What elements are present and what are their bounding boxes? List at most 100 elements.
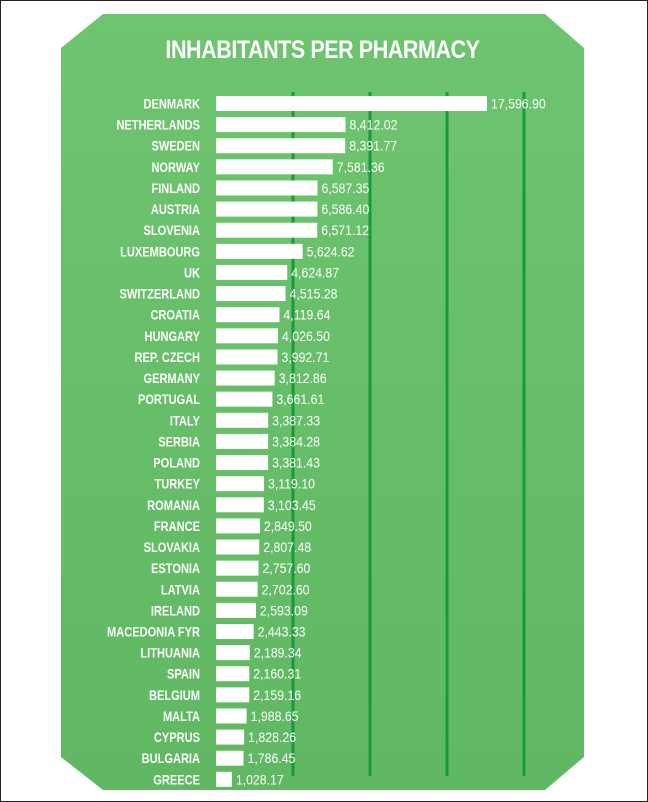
- bar: [216, 476, 265, 492]
- category-label: LATVIA: [161, 582, 200, 597]
- value-label: 3,103.45: [268, 497, 316, 513]
- value-label: 4,624.87: [291, 265, 339, 281]
- category-label: LUXEMBOURG: [120, 244, 200, 259]
- category-label: NETHERLANDS: [116, 118, 200, 133]
- category-label: DENMARK: [143, 96, 200, 111]
- bar: [216, 222, 318, 238]
- category-label: SERBIA: [158, 434, 200, 449]
- value-label: 2,702.60: [262, 582, 310, 598]
- value-label: 2,189.34: [254, 645, 302, 661]
- bar: [216, 307, 280, 323]
- category-label: NORWAY: [151, 160, 200, 175]
- category-labels: DENMARK NETHERLANDS SWEDEN NORWAY FINLAND AUS…: [107, 96, 201, 787]
- value-label: 2,849.50: [264, 518, 312, 534]
- bar: [216, 539, 260, 555]
- bar: [216, 581, 258, 597]
- category-label: BELGIUM: [149, 688, 200, 703]
- value-label: 7,581.36: [337, 159, 385, 175]
- value-label: 3,812.86: [279, 370, 327, 386]
- bar: [216, 729, 245, 745]
- bar: [216, 328, 279, 344]
- bar: [216, 96, 487, 111]
- value-label: 2,159.16: [253, 687, 301, 703]
- value-label: 6,571.12: [321, 222, 369, 238]
- category-label: PORTUGAL: [138, 392, 200, 407]
- bar: [216, 455, 269, 471]
- category-label: CYPRUS: [154, 730, 200, 745]
- bars: [216, 96, 487, 787]
- bar: [216, 687, 250, 703]
- value-label: 1,988.65: [251, 708, 299, 724]
- category-label: SLOVENIA: [143, 223, 200, 238]
- bar: [216, 117, 346, 133]
- category-label: ROMANIA: [147, 498, 200, 513]
- category-label: ESTONIA: [151, 561, 200, 576]
- category-label: GREECE: [153, 772, 200, 787]
- value-label: 4,119.64: [283, 307, 330, 323]
- bar: [216, 750, 244, 766]
- value-label: 4,026.50: [282, 328, 330, 344]
- bar: [216, 624, 254, 639]
- bar: [216, 645, 250, 661]
- bar: [216, 666, 250, 682]
- category-label: SWEDEN: [151, 139, 200, 154]
- bar: [216, 264, 288, 280]
- category-label: CROATIA: [150, 308, 200, 323]
- category-label: FRANCE: [154, 519, 200, 534]
- value-label: 1,828.26: [248, 729, 296, 745]
- value-labels: 17,596.90 8,412.02 8,391.77 7,581.36 6,587.3…: [236, 96, 546, 788]
- value-label: 3,387.33: [272, 413, 320, 429]
- bar: [216, 159, 333, 175]
- value-label: 6,587.35: [321, 180, 369, 196]
- bar: [216, 201, 318, 217]
- bar: [216, 433, 269, 449]
- value-label: 8,412.02: [350, 117, 398, 133]
- value-label: 3,381.43: [272, 455, 320, 471]
- category-label: IRELAND: [151, 603, 200, 618]
- value-label: 3,992.71: [281, 349, 329, 365]
- value-label: 3,661.61: [276, 391, 324, 407]
- value-label: 1,028.17: [236, 772, 284, 788]
- bar: [216, 602, 256, 618]
- value-label: 3,384.28: [272, 434, 320, 450]
- bar: [216, 497, 264, 513]
- bar: [216, 286, 286, 302]
- bar: [216, 771, 232, 787]
- category-label: AUSTRIA: [151, 202, 200, 217]
- value-label: 2,160.31: [253, 666, 301, 682]
- category-label: MACEDONIA FYR: [107, 624, 200, 639]
- category-label: FINLAND: [151, 181, 200, 196]
- card-background: [61, 14, 584, 790]
- bar: [216, 180, 318, 196]
- category-label: SLOVAKIA: [144, 540, 200, 555]
- value-label: 6,586.40: [321, 201, 369, 217]
- category-label: POLAND: [153, 456, 200, 471]
- category-label: ITALY: [170, 413, 201, 428]
- value-label: 1,786.45: [248, 750, 296, 766]
- category-label: BULGARIA: [142, 751, 200, 766]
- category-label: HUNGARY: [145, 329, 201, 344]
- value-label: 2,443.33: [258, 624, 306, 640]
- value-label: 5,624.62: [307, 244, 355, 260]
- value-label: 17,596.90: [491, 96, 546, 112]
- bar: [216, 370, 275, 386]
- bar: [216, 412, 269, 428]
- value-label: 8,391.77: [349, 138, 397, 154]
- bar: [216, 243, 303, 259]
- category-label: SWITZERLAND: [120, 287, 201, 302]
- value-label: 4,515.28: [290, 286, 338, 302]
- category-label: SPAIN: [167, 667, 200, 682]
- value-label: 2,807.48: [263, 539, 311, 555]
- category-label: MALTA: [163, 709, 200, 724]
- value-label: 3,119.10: [268, 476, 315, 492]
- category-label: UK: [184, 265, 200, 280]
- value-label: 2,593.09: [260, 603, 308, 619]
- bar: [216, 391, 273, 407]
- category-label: LITHUANIA: [140, 646, 200, 661]
- bar: [216, 349, 278, 365]
- bar: [216, 560, 259, 576]
- category-label: GERMANY: [143, 371, 200, 386]
- category-label: REP. CZECH: [134, 350, 200, 365]
- bar: [216, 138, 346, 154]
